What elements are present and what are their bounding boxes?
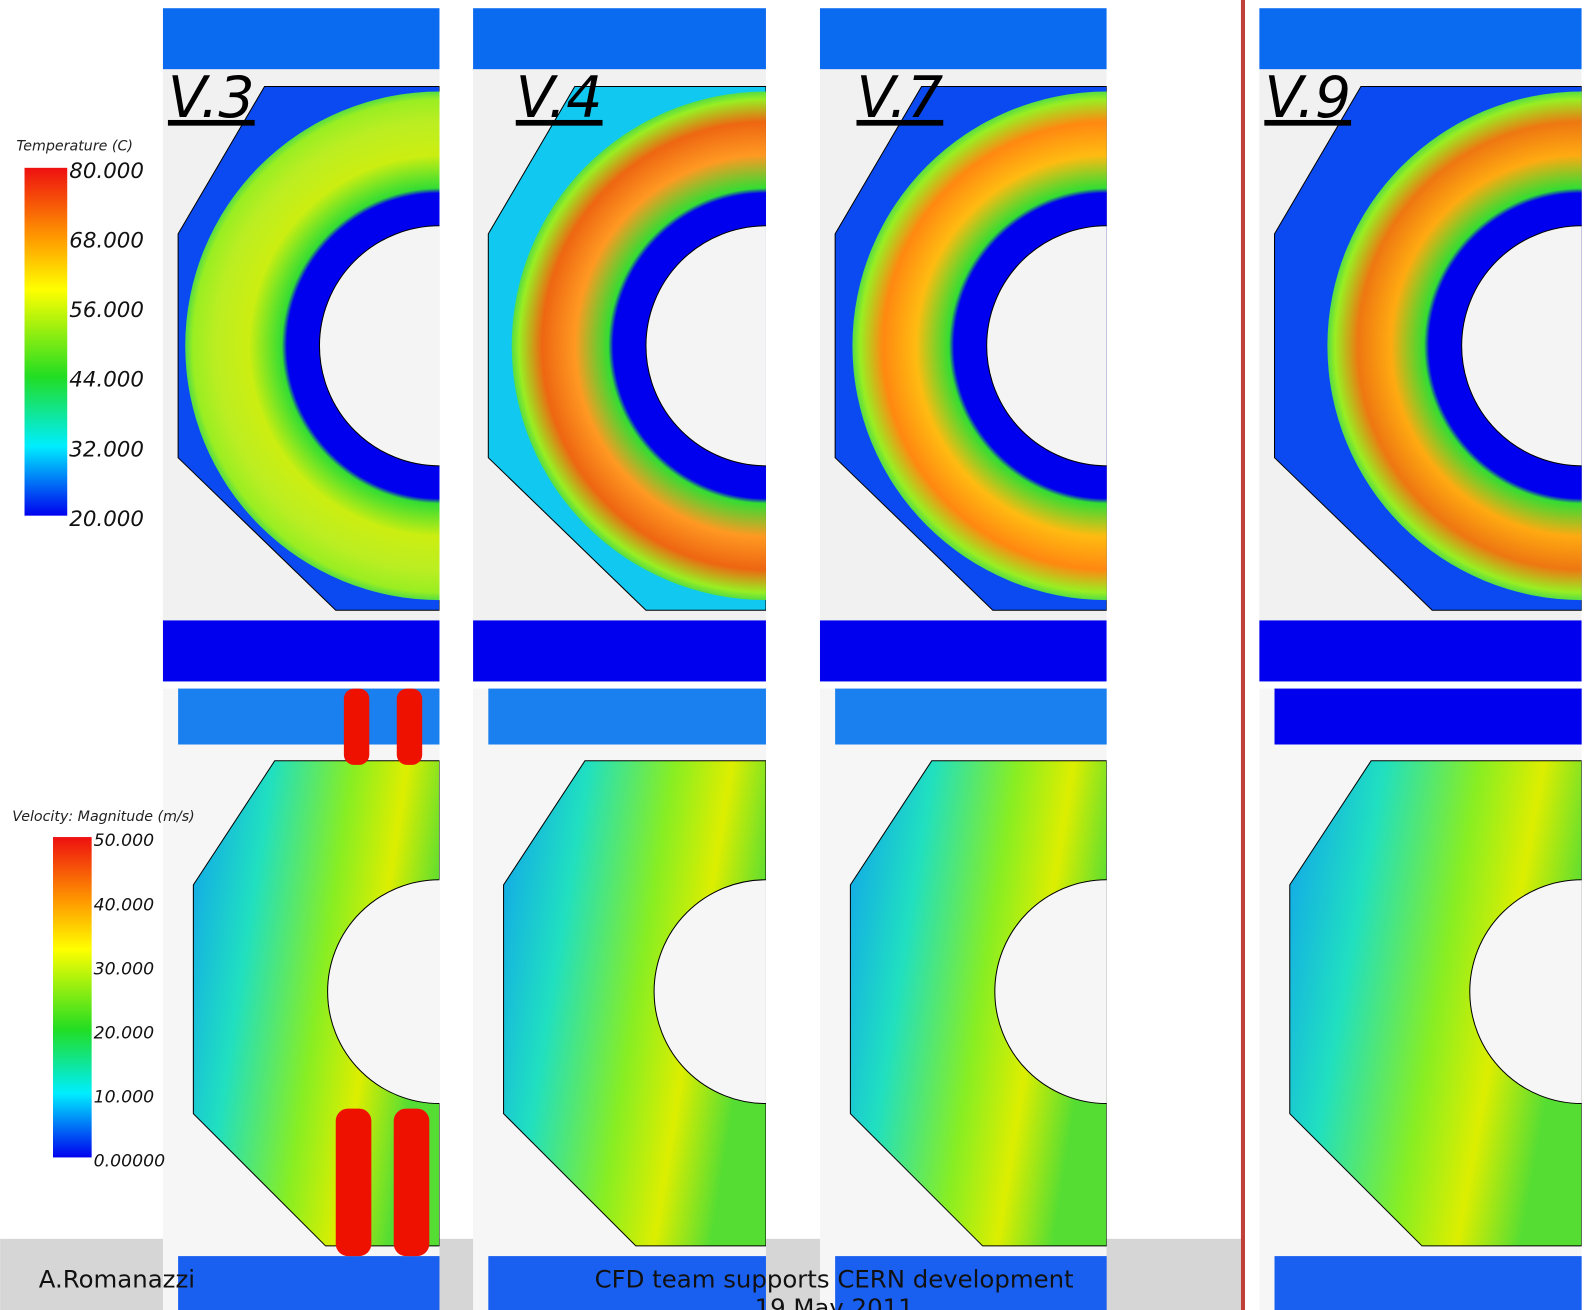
velocity-panel	[1259, 689, 1595, 1310]
legend-tick-label: 0.00000	[94, 1152, 165, 1172]
bore	[987, 226, 1227, 466]
panel-label: V.3	[168, 65, 255, 131]
bottom-plate	[1259, 620, 1581, 681]
bottom-plate	[1275, 1256, 1595, 1310]
panel-label: V.4	[516, 65, 603, 131]
jet	[397, 689, 422, 765]
bottom-plate	[820, 620, 1107, 681]
bottom-plate	[178, 1256, 455, 1310]
top-plate	[1275, 689, 1595, 745]
legend-tick-label: 20.000	[69, 507, 144, 532]
panel-label: V.9	[1264, 65, 1351, 131]
footer-title: CFD team supports CERN development	[595, 1265, 1074, 1294]
top-plate	[820, 8, 1107, 69]
bore	[995, 880, 1219, 1104]
top-plate	[163, 8, 440, 69]
legend-title: Temperature (C)	[16, 139, 133, 155]
legend-tick-label: 30.000	[94, 959, 154, 979]
legend-tick-label: 32.000	[69, 437, 144, 462]
color-bar	[25, 168, 68, 516]
top-plate	[473, 8, 766, 69]
velocity-panel	[820, 689, 1219, 1310]
footer-author: A.Romanazzi	[39, 1265, 195, 1294]
legend-tick-label: 44.000	[69, 368, 144, 393]
legend-tick-label: 68.000	[69, 229, 144, 254]
top-plate	[1259, 8, 1581, 69]
top-plate	[835, 689, 1122, 745]
legend-tick-label: 50.000	[94, 831, 154, 851]
legend-tick-label: 10.000	[94, 1088, 154, 1108]
bottom-plate	[163, 620, 440, 681]
color-bar	[53, 837, 92, 1157]
legend-tick-label: 56.000	[69, 298, 144, 323]
slide: V.3 V.4 V.7 V.9 Temperature (C) Velocity: M…	[0, 0, 1595, 1310]
top-plate	[488, 689, 781, 745]
velocity-panel	[473, 689, 878, 1310]
bottom-plate	[473, 620, 766, 681]
jet	[336, 1109, 372, 1256]
jet	[394, 1109, 430, 1256]
panel-label: V.7	[856, 65, 943, 131]
panels: V.3 V.4 V.7 V.9	[163, 8, 1595, 1310]
jet	[344, 689, 369, 765]
legend-title: Velocity: Magnitude (m/s)	[12, 809, 194, 825]
legend-tick-label: 40.000	[94, 895, 154, 915]
legend-tick-label: 80.000	[69, 159, 144, 184]
footer-date: 19 May 2011	[755, 1293, 914, 1310]
legend-tick-label: 20.000	[94, 1023, 154, 1043]
